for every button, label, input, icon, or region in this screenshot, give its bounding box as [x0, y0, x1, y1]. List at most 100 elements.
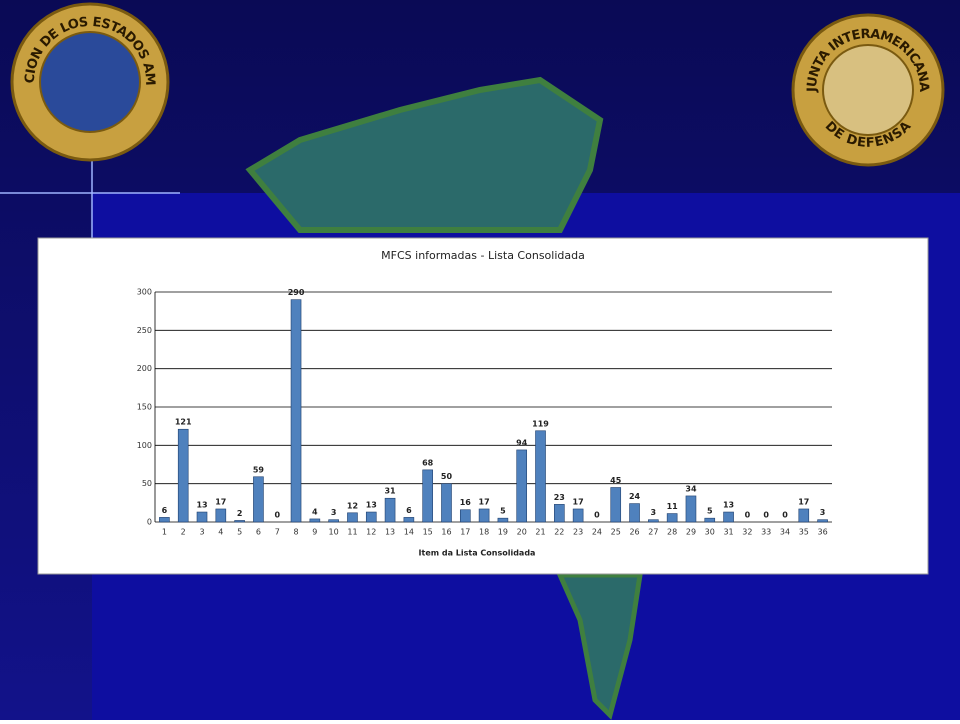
data-label: 0 — [274, 511, 280, 520]
x-tick-label: 9 — [312, 528, 317, 537]
data-label: 3 — [651, 508, 657, 517]
x-tick-label: 31 — [723, 528, 733, 537]
bar — [516, 449, 528, 523]
data-label: 11 — [667, 502, 679, 511]
data-label: 4 — [312, 507, 318, 516]
x-tick-label: 32 — [742, 528, 752, 537]
y-tick-label: 200 — [137, 364, 152, 373]
bar — [666, 513, 678, 523]
data-label: 3 — [820, 508, 826, 517]
x-tick-label: 25 — [611, 528, 621, 537]
bar — [422, 469, 433, 523]
bar — [159, 517, 170, 523]
x-tick-label: 27 — [648, 528, 658, 537]
data-label: 6 — [162, 506, 168, 515]
x-tick-label: 19 — [498, 528, 508, 537]
y-tick-label: 150 — [137, 403, 152, 412]
bar — [177, 428, 189, 523]
data-label: 0 — [745, 511, 751, 520]
bar — [459, 509, 471, 523]
data-label: 17 — [479, 497, 490, 506]
chart-frame — [37, 237, 929, 575]
bar — [365, 511, 377, 523]
data-label: 13 — [196, 501, 207, 510]
map-north — [245, 76, 604, 233]
x-tick-label: 30 — [705, 528, 715, 537]
y-tick-label: 0 — [147, 518, 152, 527]
x-tick-label: 12 — [366, 528, 376, 537]
x-axis-label: Item da Lista Consolidada — [419, 549, 536, 558]
x-tick-label: 34 — [780, 528, 790, 537]
x-tick-label: 14 — [404, 528, 414, 537]
bar — [384, 497, 396, 523]
data-label: 12 — [347, 501, 358, 510]
bar — [290, 299, 302, 523]
x-tick-label: 35 — [799, 528, 809, 537]
bar — [478, 508, 490, 523]
data-label: 50 — [441, 472, 453, 481]
bar — [817, 519, 828, 523]
bar — [629, 503, 640, 523]
bar — [535, 430, 546, 523]
data-label: 13 — [723, 501, 734, 510]
x-tick-label: 22 — [554, 528, 564, 537]
data-label: 121 — [175, 418, 192, 427]
x-tick-label: 23 — [573, 528, 583, 537]
x-tick-label: 16 — [441, 528, 451, 537]
y-tick-label: 300 — [137, 288, 152, 297]
x-tick-label: 6 — [256, 528, 261, 537]
x-tick-label: 20 — [517, 528, 527, 537]
bar — [403, 517, 415, 523]
bar — [196, 511, 208, 523]
data-label: 23 — [554, 493, 565, 502]
data-label: 2 — [237, 509, 243, 518]
bar — [347, 512, 358, 523]
bar — [704, 517, 716, 523]
bar — [328, 519, 339, 523]
bar — [572, 508, 584, 523]
x-tick-label: 11 — [347, 528, 357, 537]
bar — [215, 508, 227, 523]
bar — [685, 495, 697, 523]
data-label: 119 — [532, 419, 549, 428]
data-label: 5 — [500, 507, 506, 516]
x-tick-label: 15 — [423, 528, 433, 537]
x-tick-label: 2 — [181, 528, 186, 537]
x-tick-label: 21 — [535, 528, 545, 537]
data-label: 24 — [629, 492, 641, 501]
bar — [798, 508, 810, 523]
bar — [554, 504, 565, 523]
data-label: 94 — [516, 438, 528, 447]
data-label: 31 — [384, 487, 396, 496]
logo-left: ORGANIZACION DE LOS ESTADOS AMERICANOS — [0, 0, 170, 162]
bar — [723, 511, 734, 523]
data-label: 0 — [763, 511, 769, 520]
x-tick-label: 10 — [329, 528, 339, 537]
bar — [497, 517, 509, 523]
data-label: 5 — [707, 507, 713, 516]
bar — [441, 483, 452, 523]
y-tick-label: 50 — [142, 479, 152, 488]
data-label: 45 — [610, 476, 622, 485]
x-tick-label: 28 — [667, 528, 677, 537]
bar — [610, 487, 622, 523]
x-tick-label: 1 — [162, 528, 167, 537]
map-south — [556, 572, 643, 720]
data-label: 16 — [460, 498, 472, 507]
x-tick-label: 29 — [686, 528, 696, 537]
data-label: 34 — [685, 484, 697, 493]
y-tick-label: 250 — [137, 326, 152, 335]
chart-title: MFCS informadas - Lista Consolidada — [381, 249, 585, 262]
chart: MFCS informadas - Lista Consolidada Item… — [37, 237, 929, 575]
x-tick-label: 36 — [818, 528, 828, 537]
data-label: 17 — [573, 497, 584, 506]
x-tick-label: 24 — [592, 528, 602, 537]
x-tick-label: 3 — [199, 528, 204, 537]
x-tick-label: 4 — [218, 528, 223, 537]
data-label: 17 — [798, 497, 809, 506]
x-tick-label: 26 — [629, 528, 639, 537]
x-tick-label: 5 — [237, 528, 242, 537]
bar — [253, 476, 264, 523]
